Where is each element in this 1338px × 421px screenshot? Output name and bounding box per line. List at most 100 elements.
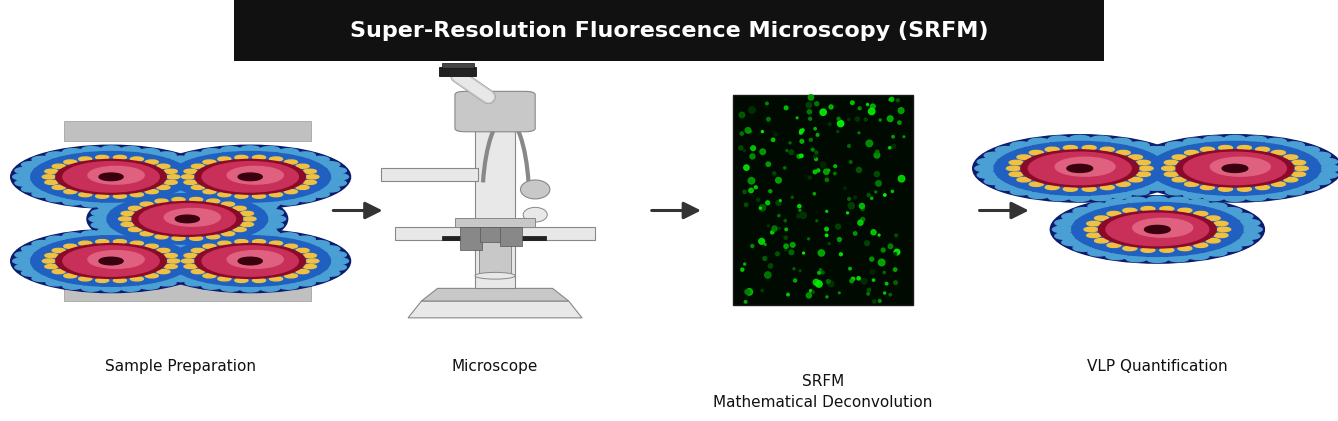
Polygon shape	[421, 288, 569, 301]
Point	[804, 125, 826, 132]
Circle shape	[221, 201, 241, 207]
Point	[890, 107, 911, 114]
Circle shape	[1153, 152, 1175, 159]
Circle shape	[82, 147, 102, 153]
Circle shape	[1184, 150, 1199, 155]
Circle shape	[122, 194, 142, 200]
Point	[850, 219, 871, 226]
Circle shape	[1164, 172, 1179, 176]
Point	[882, 133, 903, 140]
Circle shape	[91, 210, 111, 216]
Circle shape	[171, 156, 191, 163]
Point	[731, 144, 752, 151]
Circle shape	[241, 222, 253, 226]
Circle shape	[182, 259, 194, 263]
Circle shape	[1132, 172, 1153, 179]
Circle shape	[190, 173, 210, 180]
Point	[756, 100, 777, 107]
Bar	[439, 67, 476, 76]
Point	[872, 247, 894, 253]
Point	[799, 115, 820, 122]
Circle shape	[31, 236, 191, 286]
Circle shape	[1073, 208, 1094, 214]
Circle shape	[269, 277, 282, 281]
Circle shape	[1318, 165, 1338, 172]
Circle shape	[15, 180, 35, 186]
Circle shape	[1094, 216, 1108, 220]
Circle shape	[11, 229, 211, 293]
Bar	[733, 95, 913, 305]
Point	[868, 180, 890, 187]
Circle shape	[191, 164, 205, 168]
Circle shape	[1207, 216, 1220, 220]
Circle shape	[977, 172, 998, 179]
Point	[848, 105, 870, 112]
Circle shape	[1317, 172, 1338, 179]
Circle shape	[1177, 208, 1192, 213]
Circle shape	[1143, 184, 1164, 190]
Circle shape	[165, 169, 177, 173]
Point	[858, 192, 879, 198]
Circle shape	[56, 160, 166, 194]
Circle shape	[107, 194, 268, 244]
Circle shape	[1168, 255, 1189, 262]
Point	[879, 144, 900, 151]
Circle shape	[91, 222, 111, 228]
Circle shape	[260, 231, 280, 237]
Circle shape	[1160, 248, 1173, 252]
Circle shape	[63, 199, 83, 205]
Circle shape	[285, 160, 297, 164]
Circle shape	[1246, 194, 1267, 201]
Circle shape	[1069, 136, 1090, 142]
Circle shape	[304, 180, 316, 184]
Circle shape	[329, 258, 348, 264]
Point	[779, 139, 800, 146]
Circle shape	[1029, 182, 1044, 187]
Circle shape	[253, 155, 265, 160]
Circle shape	[1177, 246, 1192, 250]
Point	[866, 189, 887, 195]
Point	[752, 204, 773, 211]
Circle shape	[187, 180, 207, 186]
Circle shape	[296, 164, 309, 168]
Circle shape	[227, 166, 284, 184]
Circle shape	[1172, 155, 1185, 159]
Circle shape	[154, 252, 174, 258]
Circle shape	[253, 278, 265, 282]
Point	[776, 147, 797, 154]
Circle shape	[165, 208, 221, 226]
Point	[800, 94, 822, 101]
Circle shape	[1239, 219, 1260, 226]
Circle shape	[1224, 195, 1246, 201]
Circle shape	[171, 191, 191, 197]
Circle shape	[1164, 160, 1179, 165]
Circle shape	[326, 180, 347, 186]
Point	[851, 203, 872, 209]
Bar	[64, 281, 312, 301]
Point	[761, 229, 783, 236]
Circle shape	[157, 164, 170, 168]
Point	[838, 116, 859, 123]
Circle shape	[1160, 207, 1173, 211]
Circle shape	[1144, 225, 1171, 234]
Circle shape	[975, 165, 997, 172]
Circle shape	[1153, 178, 1175, 185]
Circle shape	[326, 252, 347, 258]
Circle shape	[170, 236, 330, 286]
Point	[736, 164, 757, 171]
Circle shape	[96, 194, 108, 198]
Point	[788, 213, 809, 219]
Circle shape	[285, 274, 297, 278]
Circle shape	[1283, 142, 1305, 149]
Point	[812, 269, 834, 276]
Point	[741, 242, 763, 249]
Circle shape	[285, 244, 297, 248]
Circle shape	[31, 152, 191, 202]
Circle shape	[139, 241, 159, 247]
Point	[804, 153, 826, 160]
Point	[733, 189, 755, 195]
Point	[801, 147, 823, 153]
Point	[769, 197, 791, 204]
Point	[816, 232, 838, 239]
Circle shape	[1133, 218, 1192, 237]
